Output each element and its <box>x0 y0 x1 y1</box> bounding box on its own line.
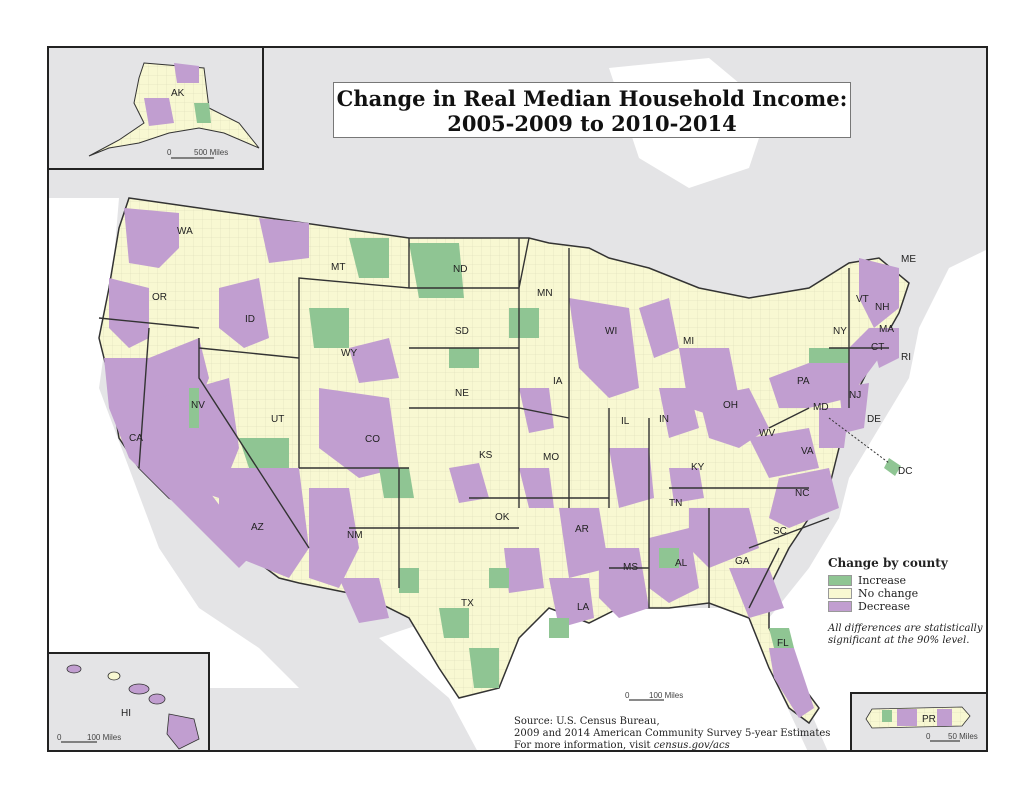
increase-regions <box>189 238 901 688</box>
state-label-wi: WI <box>605 326 617 337</box>
state-label-ri: RI <box>901 352 911 363</box>
state-label-tn: TN <box>669 498 682 509</box>
map-title: Change in Real Median Household Income: … <box>333 82 851 138</box>
state-label-wv: WV <box>759 428 775 439</box>
state-label-va: VA <box>801 446 814 457</box>
state-label-in: IN <box>659 414 669 425</box>
state-label-fl: FL <box>777 638 789 649</box>
state-label-mo: MO <box>543 452 559 463</box>
state-label-nv: NV <box>191 400 205 411</box>
state-borders <box>98 237 889 609</box>
state-label-wa: WA <box>177 226 193 237</box>
svg-text:0: 0 <box>57 733 62 742</box>
puerto-rico-map: PR 0 50 Miles <box>865 706 978 742</box>
legend-swatch-no-change <box>828 588 852 599</box>
alaska-map: AK 0 500 Miles <box>88 62 260 159</box>
svg-text:HI: HI <box>121 708 131 719</box>
state-label-ia: IA <box>553 376 563 387</box>
state-label-mt: MT <box>331 262 345 273</box>
hawaii-inset: HI 0 100 Miles <box>47 652 210 752</box>
state-label-ks: KS <box>479 450 493 461</box>
main-scale-bar: 0 100 Miles <box>625 691 683 701</box>
legend-label-increase: Increase <box>858 574 907 587</box>
state-label-oh: OH <box>723 400 738 411</box>
map-frame: WA OR CA ID NV MT WY UT AZ CO NM ND SD NE KS OK TX MN IA MO… <box>47 46 988 752</box>
state-label-sc: SC <box>773 526 787 537</box>
state-label-ct: CT <box>871 342 884 353</box>
state-label-mi: MI <box>683 336 694 347</box>
legend-item-no-change: No change <box>828 587 988 600</box>
legend-note: All differences are statistically signif… <box>828 623 983 646</box>
decrease-regions <box>104 208 899 718</box>
state-label-il: IL <box>621 416 630 427</box>
alaska-inset: AK 0 500 Miles <box>47 46 264 170</box>
state-label-nd: ND <box>453 264 467 275</box>
state-label-nc: NC <box>795 488 809 499</box>
svg-text:0: 0 <box>167 148 172 157</box>
state-label-ms: MS <box>623 562 638 573</box>
state-label-tx: TX <box>461 598 474 609</box>
state-label-de: DE <box>867 414 881 425</box>
state-label-nh: NH <box>875 302 889 313</box>
state-label-id: ID <box>245 314 255 325</box>
svg-text:100 Miles: 100 Miles <box>649 691 683 700</box>
state-label-wy: WY <box>341 348 357 359</box>
legend-label-decrease: Decrease <box>858 600 910 613</box>
title-line-2: 2005-2009 to 2010-2014 <box>447 111 737 136</box>
state-label-nm: NM <box>347 530 363 541</box>
us-county-map: WA OR CA ID NV MT WY UT AZ CO NM ND SD NE KS OK TX MN IA MO… <box>49 58 986 750</box>
state-label-ok: OK <box>495 512 510 523</box>
title-line-1: Change in Real Median Household Income: <box>336 86 848 111</box>
svg-text:0: 0 <box>625 691 630 700</box>
puerto-rico-inset: PR 0 50 Miles <box>850 692 988 752</box>
state-label-ar: AR <box>575 524 589 535</box>
legend-swatch-increase <box>828 575 852 586</box>
state-label-ne: NE <box>455 388 469 399</box>
svg-text:0: 0 <box>926 732 931 741</box>
state-label-al: AL <box>675 558 688 569</box>
state-label-vt: VT <box>856 294 869 305</box>
state-label-sd: SD <box>455 326 469 337</box>
state-label-or: OR <box>152 292 167 303</box>
source-line-1: Source: U.S. Census Bureau, <box>514 716 660 727</box>
hawaii-map: HI 0 100 Miles <box>57 664 200 750</box>
state-label-ca: CA <box>129 433 143 444</box>
legend-item-increase: Increase <box>828 574 988 587</box>
atlantic-ocean <box>769 249 986 750</box>
state-label-pa: PA <box>797 376 810 387</box>
source-line-3: For more information, visit census.gov/a… <box>514 740 830 752</box>
legend: Change by county Increase No change Decr… <box>828 556 988 647</box>
state-label-co: CO <box>365 434 380 445</box>
state-label-ma: MA <box>879 324 894 335</box>
state-label-ky: KY <box>691 462 705 473</box>
svg-text:AK: AK <box>171 88 185 99</box>
svg-text:100 Miles: 100 Miles <box>87 733 121 742</box>
state-label-nj: NJ <box>849 390 861 401</box>
source-note: Source: U.S. Census Bureau, 2009 and 201… <box>514 716 830 752</box>
source-url-link[interactable]: census.gov/acs <box>653 740 730 751</box>
legend-swatch-decrease <box>828 601 852 612</box>
state-label-md: MD <box>813 402 829 413</box>
dc-leader-line <box>828 417 890 464</box>
state-label-mn: MN <box>537 288 553 299</box>
state-label-ga: GA <box>735 556 750 567</box>
state-label-me: ME <box>901 254 916 265</box>
state-label-az: AZ <box>251 522 264 533</box>
svg-text:500 Miles: 500 Miles <box>194 148 228 157</box>
state-label-dc: DC <box>898 466 912 477</box>
svg-text:PR: PR <box>922 714 936 725</box>
pacific-ocean <box>49 198 299 688</box>
legend-title: Change by county <box>828 556 948 570</box>
state-labels: WA OR CA ID NV MT WY UT AZ CO NM ND SD NE KS OK TX MN IA MO… <box>129 226 916 649</box>
state-label-la: LA <box>577 602 590 613</box>
source-line-3-prefix: For more information, visit <box>514 740 654 751</box>
state-label-ut: UT <box>271 414 284 425</box>
state-label-ny: NY <box>833 326 847 337</box>
svg-text:50 Miles: 50 Miles <box>948 732 978 741</box>
legend-item-decrease: Decrease <box>828 600 988 613</box>
legend-label-no-change: No change <box>858 587 919 600</box>
source-line-2: 2009 and 2014 American Community Survey … <box>514 728 831 739</box>
